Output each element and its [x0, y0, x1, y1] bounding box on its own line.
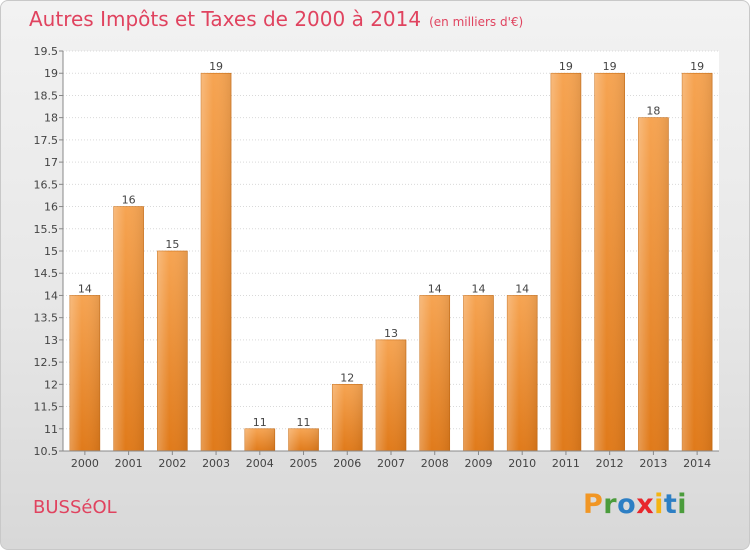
bar-shade: [69, 295, 100, 451]
data-label: 19: [690, 60, 704, 73]
data-label: 14: [471, 282, 485, 295]
logo-letter: i: [654, 489, 664, 520]
x-tick-label: 2011: [552, 457, 580, 470]
logo-letter: r: [603, 489, 618, 520]
y-tick-label: 12.5: [34, 356, 59, 369]
y-tick-label: 11: [44, 423, 58, 436]
bars: 14 16 15 19 11 11 12 13 14 14 14 19 19 18 19: [69, 60, 713, 452]
x-tick-label: 2005: [290, 457, 318, 470]
data-label: 19: [209, 60, 223, 73]
bar-shade: [332, 384, 363, 451]
x-tick-label: 2001: [115, 457, 143, 470]
data-label: 19: [603, 60, 617, 73]
y-tick-label: 17.5: [34, 134, 59, 147]
data-label: 11: [253, 416, 267, 429]
bar-shade: [682, 73, 713, 451]
logo-letter: P: [583, 489, 604, 520]
logo-letter: t: [663, 489, 678, 520]
x-tick-label: 2010: [508, 457, 536, 470]
y-tick-label: 18.5: [34, 89, 59, 102]
data-label: 12: [340, 371, 354, 384]
x-tick-label: 2007: [377, 457, 405, 470]
data-label: 14: [78, 282, 92, 295]
y-tick-label: 16.5: [34, 178, 59, 191]
y-tick-label: 15: [44, 245, 58, 258]
y-tick-label: 19.5: [34, 45, 59, 58]
y-tick-label: 13.5: [34, 312, 59, 325]
data-label: 15: [165, 238, 179, 251]
data-label: 19: [559, 60, 573, 73]
data-label: 18: [646, 105, 660, 118]
data-label: 13: [384, 327, 398, 340]
y-tick-label: 15.5: [34, 223, 59, 236]
y-tick-label: 14: [44, 289, 58, 302]
x-tick-label: 2003: [202, 457, 230, 470]
bar-shade: [288, 428, 319, 451]
data-label: 16: [122, 194, 136, 207]
proxiti-logo: Proxiti: [583, 489, 687, 520]
x-tick-label: 2009: [464, 457, 492, 470]
y-tick-label: 14.5: [34, 267, 59, 280]
y-tick-label: 17: [44, 156, 58, 169]
y-tick-label: 13: [44, 334, 58, 347]
y-tick-label: 11.5: [34, 401, 59, 414]
chart-title: Autres Impôts et Taxes de 2000 à 2014 (en…: [29, 7, 523, 31]
x-tick-label: 2013: [639, 457, 667, 470]
data-label: 14: [428, 282, 442, 295]
axes: 10.5 11 11.5 12 12.5 13 13.5 14 14.5 15 15.5 16 16.5…: [34, 45, 719, 470]
x-tick-label: 2008: [421, 457, 449, 470]
y-tick-label: 18: [44, 112, 58, 125]
logo-letter: i: [677, 489, 688, 520]
x-tick-label: 2014: [683, 457, 711, 470]
bar-shade: [594, 73, 625, 451]
data-label: 14: [515, 282, 529, 295]
logo-letter: o: [617, 489, 637, 520]
chart-unit: (en milliers d'€): [429, 15, 524, 29]
y-tick-label: 16: [44, 201, 58, 214]
data-label: 11: [297, 416, 311, 429]
bar-shade: [376, 339, 406, 451]
bar-shade: [244, 428, 275, 451]
x-tick-label: 2000: [71, 457, 99, 470]
x-tick-label: 2004: [246, 457, 274, 470]
y-tick-label: 12: [44, 378, 58, 391]
bar-shade: [201, 73, 232, 451]
chart-title-text: Autres Impôts et Taxes de 2000 à 2014: [29, 7, 422, 31]
x-tick-label: 2012: [596, 457, 624, 470]
bar-shade: [419, 295, 450, 451]
bar-shade: [157, 251, 188, 451]
y-tick-label: 19: [44, 67, 58, 80]
bar-shade: [113, 206, 144, 451]
bar-shade: [463, 295, 494, 451]
x-tick-label: 2006: [333, 457, 361, 470]
commune-name: BUSSéOL: [33, 497, 117, 518]
bar-shade: [550, 73, 581, 451]
bar-shade: [507, 295, 538, 451]
bar-shade: [638, 117, 669, 452]
y-tick-label: 10.5: [34, 445, 59, 458]
logo-letter: x: [636, 489, 655, 520]
x-tick-label: 2002: [158, 457, 186, 470]
